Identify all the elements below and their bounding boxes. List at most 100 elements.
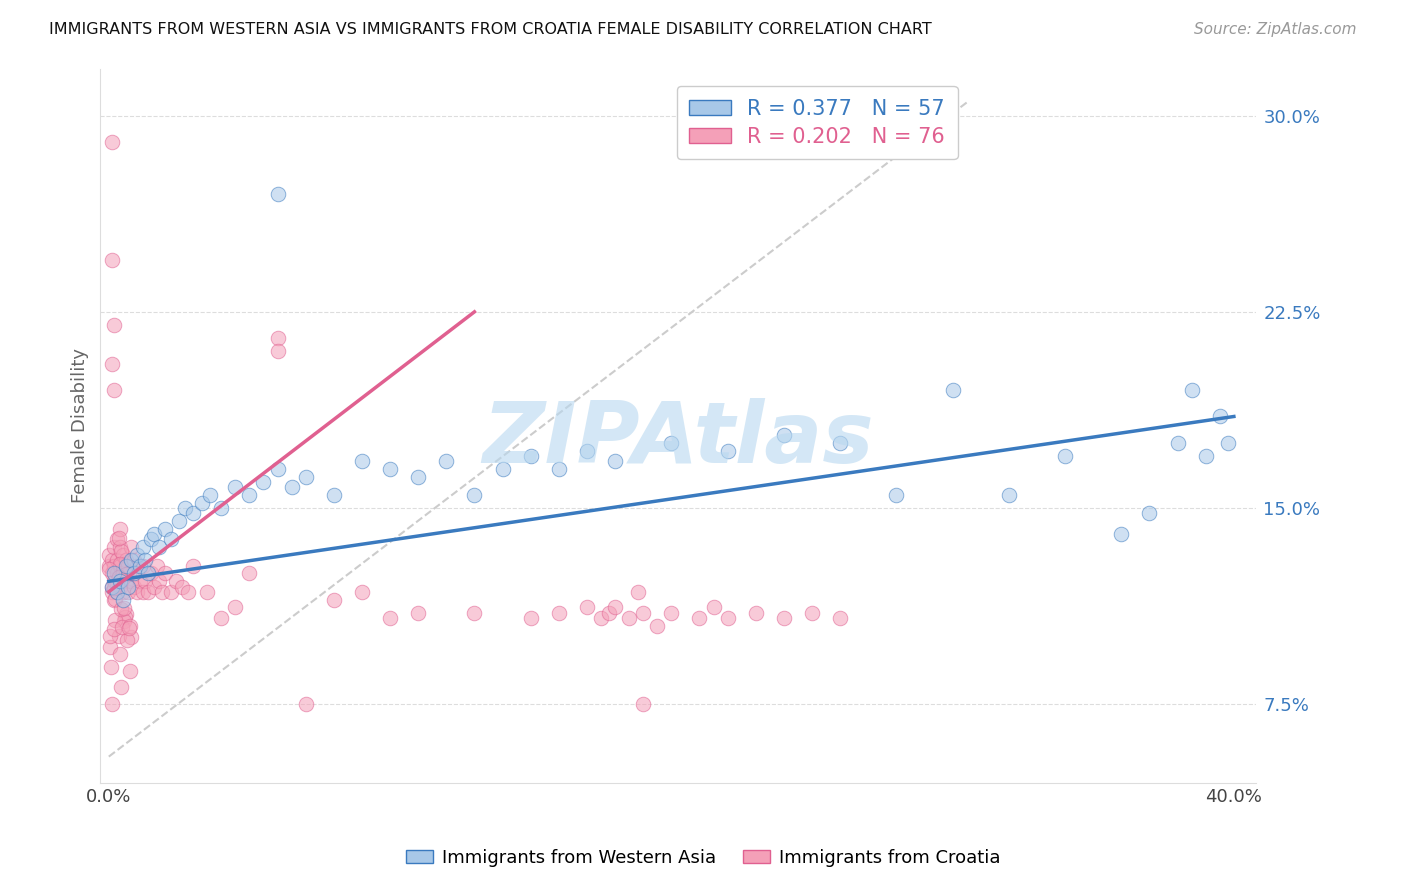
Text: ZIPAtlas: ZIPAtlas — [482, 399, 875, 482]
Point — [103, 581, 125, 595]
Point — [110, 601, 132, 615]
Point — [744, 606, 766, 620]
Point — [150, 584, 173, 599]
Point — [120, 553, 142, 567]
Point — [98, 561, 121, 575]
Point — [702, 600, 724, 615]
Point — [434, 454, 457, 468]
Point — [115, 632, 138, 647]
Point — [575, 443, 598, 458]
Point — [100, 640, 122, 654]
Point — [659, 606, 682, 620]
Point — [105, 577, 128, 591]
Point — [1111, 527, 1133, 541]
Point — [139, 533, 162, 547]
Point — [136, 566, 159, 581]
Point — [111, 584, 134, 599]
Point — [103, 558, 125, 573]
Point — [108, 570, 131, 584]
Point — [252, 475, 274, 489]
Point — [111, 620, 134, 634]
Point — [170, 580, 193, 594]
Point — [139, 566, 162, 581]
Point — [134, 574, 156, 589]
Point — [1195, 449, 1218, 463]
Point — [266, 462, 288, 476]
Point — [122, 566, 145, 581]
Point — [105, 553, 128, 567]
Point — [111, 566, 134, 581]
Point — [801, 606, 824, 620]
Point — [112, 615, 135, 629]
Point — [153, 522, 176, 536]
Point — [209, 501, 232, 516]
Point — [645, 619, 668, 633]
Point — [1218, 435, 1240, 450]
Point — [128, 558, 150, 573]
Point — [98, 630, 121, 644]
Point — [103, 541, 125, 555]
Point — [131, 541, 153, 555]
Point — [280, 480, 302, 494]
Point — [118, 566, 141, 580]
Point — [148, 541, 170, 555]
Point — [266, 187, 288, 202]
Point — [118, 665, 141, 679]
Point — [598, 606, 620, 620]
Point — [1167, 435, 1189, 450]
Point — [131, 584, 153, 599]
Point — [108, 557, 131, 571]
Point — [575, 600, 598, 615]
Point — [118, 621, 141, 635]
Point — [108, 647, 131, 661]
Y-axis label: Female Disability: Female Disability — [72, 348, 89, 503]
Legend: R = 0.377   N = 57, R = 0.202   N = 76: R = 0.377 N = 57, R = 0.202 N = 76 — [676, 87, 957, 160]
Point — [772, 427, 794, 442]
Point — [886, 488, 908, 502]
Point — [631, 698, 654, 712]
Point — [224, 480, 246, 494]
Point — [120, 541, 142, 555]
Point — [122, 553, 145, 567]
Point — [117, 558, 139, 573]
Point — [105, 584, 128, 599]
Point — [114, 553, 136, 567]
Point — [631, 606, 654, 620]
Point — [101, 697, 124, 711]
Point — [1209, 409, 1232, 424]
Text: IMMIGRANTS FROM WESTERN ASIA VS IMMIGRANTS FROM CROATIA FEMALE DISABILITY CORREL: IMMIGRANTS FROM WESTERN ASIA VS IMMIGRAN… — [49, 22, 932, 37]
Point — [108, 574, 131, 589]
Point — [104, 613, 127, 627]
Point — [100, 660, 122, 674]
Point — [136, 584, 159, 599]
Point — [547, 606, 569, 620]
Point — [125, 548, 148, 562]
Point — [942, 384, 965, 398]
Point — [105, 584, 128, 599]
Point — [105, 533, 128, 547]
Point — [103, 574, 125, 589]
Point — [142, 527, 165, 541]
Point — [378, 462, 401, 476]
Point — [153, 566, 176, 581]
Point — [111, 592, 134, 607]
Point — [108, 541, 131, 555]
Point — [100, 584, 122, 599]
Point — [100, 357, 122, 371]
Text: Source: ZipAtlas.com: Source: ZipAtlas.com — [1194, 22, 1357, 37]
Point — [195, 584, 218, 599]
Point — [322, 592, 344, 607]
Point — [519, 449, 541, 463]
Point — [111, 548, 134, 562]
Point — [1139, 506, 1161, 520]
Point — [198, 488, 221, 502]
Point — [190, 496, 212, 510]
Point — [603, 600, 626, 615]
Point — [97, 548, 120, 562]
Point — [406, 606, 429, 620]
Point — [830, 611, 852, 625]
Point — [114, 574, 136, 589]
Point — [688, 611, 710, 625]
Point — [142, 580, 165, 594]
Point — [110, 681, 132, 695]
